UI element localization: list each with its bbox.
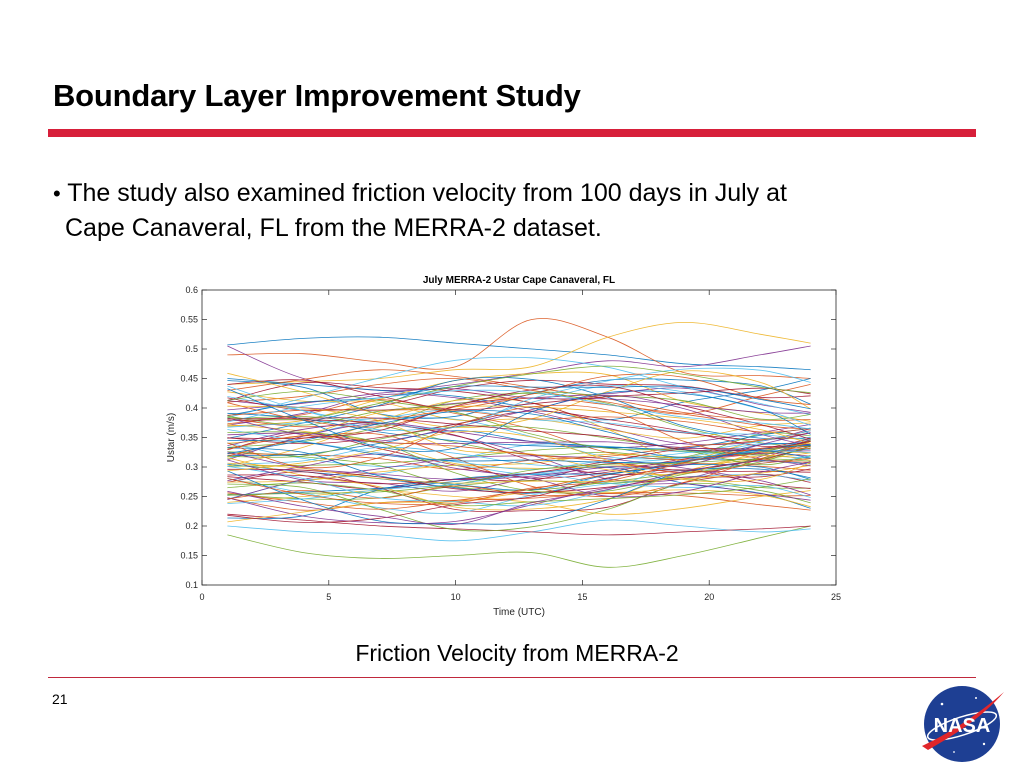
chart-title: July MERRA-2 Ustar Cape Canaveral, FL <box>423 275 615 286</box>
series-line-82 <box>227 458 811 496</box>
series-line-84 <box>227 379 811 411</box>
slide-title: Boundary Layer Improvement Study <box>53 78 581 113</box>
series-line-93 <box>227 435 811 474</box>
series-line-87 <box>227 430 811 483</box>
series-line-100 <box>227 447 811 506</box>
title-underline <box>48 129 976 137</box>
series-line-3 <box>227 321 811 385</box>
series-line-62 <box>227 429 811 470</box>
series-line-77 <box>227 469 811 523</box>
series-line-88 <box>227 453 811 498</box>
x-tick-label: 10 <box>451 592 461 602</box>
series-line-7 <box>227 513 811 536</box>
y-tick-label: 0.6 <box>185 285 198 295</box>
series-line-98 <box>227 417 811 452</box>
bullet-marker: • <box>53 181 61 206</box>
y-tick-label: 0.45 <box>180 374 198 384</box>
ustar-line-chart: July MERRA-2 Ustar Cape Canaveral, FL 0 5 1… <box>166 275 841 618</box>
bullet-line-1-text: The study also examined friction velocit… <box>67 179 787 207</box>
series-line-79 <box>227 409 811 433</box>
series-line-42 <box>227 381 811 441</box>
series-line-83 <box>227 474 811 504</box>
y-tick-label: 0.55 <box>180 315 198 325</box>
series-line-32 <box>227 423 811 483</box>
y-tick-label: 0.25 <box>180 492 198 502</box>
series-line-80 <box>227 405 811 476</box>
series-line-78 <box>227 385 811 417</box>
footer-divider <box>48 677 976 678</box>
bullet-line-2: Cape Canaveral, FL from the MERRA-2 data… <box>65 214 602 242</box>
y-tick-label: 0.3 <box>185 462 198 472</box>
x-tick-label: 5 <box>326 592 331 602</box>
series-line-96 <box>227 365 811 421</box>
series-line-15 <box>227 458 811 494</box>
x-tick-label: 20 <box>704 592 714 602</box>
series-line-40 <box>227 478 811 500</box>
series-line-91 <box>227 384 811 440</box>
nasa-logo-icon: NASA <box>922 686 1004 762</box>
series-line-49 <box>227 410 811 448</box>
chart-caption: Friction Velocity from MERRA-2 <box>355 640 679 666</box>
series-line-85 <box>227 388 811 452</box>
page-number: 21 <box>52 691 68 707</box>
x-tick-label: 0 <box>199 592 204 602</box>
series-line-72 <box>227 373 811 428</box>
series-line-63 <box>227 438 811 485</box>
y-tick-label: 0.1 <box>185 580 198 590</box>
series-line-26 <box>227 440 811 467</box>
series-line-97 <box>227 389 811 430</box>
series-line-65 <box>227 485 811 511</box>
series-line-1 <box>227 336 811 371</box>
series-line-99 <box>227 440 811 464</box>
series-line-89 <box>227 478 811 507</box>
series-line-70 <box>227 468 811 493</box>
y-tick-label: 0.2 <box>185 521 198 531</box>
x-tick-label: 15 <box>577 592 587 602</box>
bullet-line-1: • The study also examined friction veloc… <box>53 176 953 211</box>
y-tick-label: 0.5 <box>185 344 198 354</box>
y-tick-label: 0.15 <box>180 551 198 561</box>
series-line-8 <box>227 378 811 421</box>
nasa-logo-text: NASA <box>934 715 991 737</box>
series-line-53 <box>227 483 811 524</box>
x-tick-label: 25 <box>831 592 841 602</box>
series-line-5 <box>227 525 811 568</box>
y-axis-label: Ustar (m/s) <box>166 413 177 462</box>
series-line-75 <box>227 431 811 494</box>
x-axis-label: Time (UTC) <box>493 607 545 618</box>
series-line-94 <box>227 462 811 484</box>
y-tick-label: 0.35 <box>180 433 198 443</box>
series-line-2 <box>227 318 811 379</box>
series-line-48 <box>227 385 811 431</box>
series-line-95 <box>227 460 811 526</box>
bullet-text: • The study also examined friction veloc… <box>53 176 953 246</box>
series-line-86 <box>227 404 811 469</box>
y-tick-label: 0.4 <box>185 403 198 413</box>
series-line-74 <box>227 422 811 452</box>
series-line-55 <box>227 409 811 441</box>
